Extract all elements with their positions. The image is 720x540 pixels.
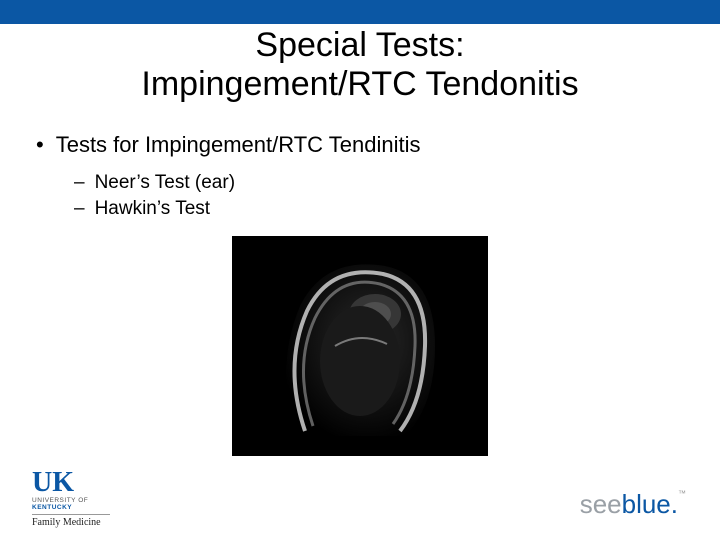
content-area: • Tests for Impingement/RTC Tendinitis –… [0, 104, 720, 456]
uk-department: Family Medicine [32, 517, 101, 528]
uk-univ-of: UNIVERSITY OF [32, 497, 88, 504]
mri-image [265, 246, 455, 446]
bullet-level-2: – Hawkin’s Test [74, 198, 684, 220]
bullet-dash-icon: – [74, 172, 85, 194]
title-line-1: Special Tests: [255, 26, 464, 64]
dot-text: . [671, 489, 678, 519]
see-text: see [580, 489, 622, 519]
top-bar [0, 0, 720, 24]
bullet-level-2: – Neer’s Test (ear) [74, 172, 684, 194]
blue-text: blue [622, 489, 671, 519]
bullet-l2a-text: Neer’s Test (ear) [95, 172, 235, 194]
uk-subtitle: UNIVERSITY OF KENTUCKY [32, 497, 88, 511]
bullet-dash-icon: – [74, 198, 85, 220]
uk-logo-text: UK [32, 470, 74, 495]
footer-left-logo: UK UNIVERSITY OF KENTUCKY Family Medicin… [32, 470, 110, 528]
uk-logo: UK [32, 470, 74, 495]
title-line-2: Impingement/RTC Tendonitis [141, 65, 578, 103]
bullet-level-1: • Tests for Impingement/RTC Tendinitis [36, 132, 684, 158]
divider [32, 514, 110, 515]
bullet-dot-icon: • [36, 134, 44, 156]
bullet-l2b-text: Hawkin’s Test [95, 198, 210, 220]
page-title: Special Tests: Impingement/RTC Tendoniti… [0, 26, 720, 104]
mri-image-box [232, 236, 488, 456]
uk-kentucky: KENTUCKY [32, 504, 72, 511]
bullet-l1-text: Tests for Impingement/RTC Tendinitis [56, 132, 421, 158]
trademark-icon: ™ [678, 489, 686, 498]
footer-right-slogan: seeblue.™ [580, 489, 686, 520]
